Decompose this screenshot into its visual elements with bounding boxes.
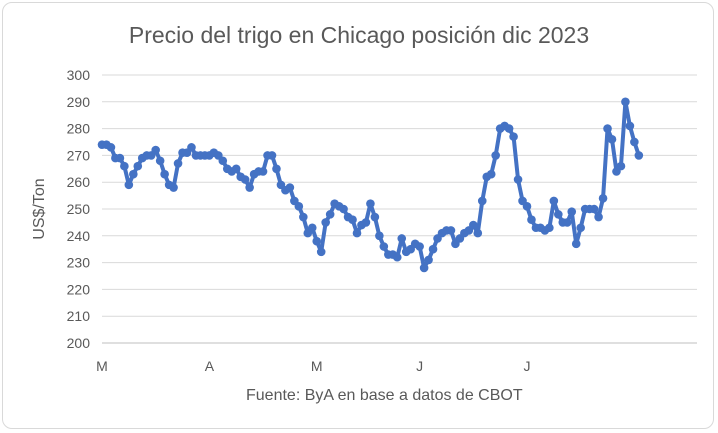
data-point-111 <box>594 212 603 222</box>
x-tick-label-4: J <box>524 358 531 374</box>
data-point-7 <box>129 169 138 179</box>
y-axis-ticks: 200 210 220 230 240 250 260 270 280 290 300 <box>67 67 91 351</box>
data-point-84 <box>473 228 483 238</box>
data-point-117 <box>621 97 630 107</box>
data-point-95 <box>522 202 532 211</box>
data-point-66 <box>392 252 402 262</box>
data-point-102 <box>554 210 563 219</box>
series-line-0 <box>100 99 641 270</box>
gridlines <box>102 74 697 317</box>
data-point-17 <box>173 159 183 168</box>
y-tick-label-200: 200 <box>67 335 91 351</box>
data-point-113 <box>603 124 612 133</box>
data-point-61 <box>370 212 380 222</box>
data-point-6 <box>124 180 134 190</box>
data-point-36 <box>258 167 268 176</box>
data-point-5 <box>120 161 129 171</box>
data-point-106 <box>571 239 581 249</box>
data-point-91 <box>504 124 514 133</box>
data-point-116 <box>616 161 626 171</box>
chart-title: Precio del trigo en Chicago posición dic… <box>128 22 590 48</box>
data-point-16 <box>169 183 178 192</box>
data-point-42 <box>285 183 295 192</box>
data-point-48 <box>312 236 322 246</box>
data-point-57 <box>352 228 362 238</box>
data-point-93 <box>513 175 523 184</box>
y-tick-label-290: 290 <box>67 94 91 110</box>
data-point-2 <box>106 143 116 152</box>
data-point-104 <box>562 218 572 227</box>
data-point-12 <box>151 145 160 155</box>
y-axis-label: US$/Ton <box>31 178 48 239</box>
y-tick-label-230: 230 <box>67 255 91 271</box>
x-tick-label-3: J <box>416 358 423 374</box>
data-point-60 <box>366 199 375 208</box>
data-point-38 <box>267 151 277 160</box>
x-tick-label-1: A <box>205 358 215 374</box>
data-point-110 <box>589 204 599 214</box>
data-point-39 <box>272 164 281 174</box>
data-point-71 <box>415 242 424 251</box>
data-point-85 <box>477 196 487 206</box>
data-point-50 <box>321 218 330 227</box>
data-point-47 <box>307 223 317 233</box>
data-point-59 <box>361 218 371 227</box>
data-point-83 <box>469 220 478 230</box>
data-point-44 <box>294 202 304 211</box>
data-point-8 <box>133 161 143 171</box>
data-point-54 <box>339 204 348 214</box>
data-point-105 <box>567 207 577 216</box>
data-point-51 <box>325 210 335 219</box>
data-point-32 <box>240 175 250 184</box>
source-note: Fuente: ByA en base a datos de CBOT <box>246 387 523 404</box>
data-point-62 <box>375 231 384 241</box>
data-point-27 <box>218 156 228 166</box>
data-point-112 <box>598 193 608 203</box>
data-point-14 <box>160 169 169 179</box>
data-point-73 <box>424 255 433 265</box>
data-point-4 <box>115 153 125 163</box>
x-tick-label-2: M <box>311 358 323 374</box>
data-point-96 <box>527 215 536 225</box>
data-point-119 <box>630 137 639 147</box>
y-tick-label-260: 260 <box>67 174 91 190</box>
data-point-101 <box>549 196 559 206</box>
y-tick-label-240: 240 <box>67 228 91 244</box>
y-tick-label-210: 210 <box>67 308 91 324</box>
data-point-67 <box>397 234 407 243</box>
y-tick-label-270: 270 <box>67 147 91 163</box>
data-point-56 <box>348 215 357 225</box>
data-point-92 <box>509 132 518 141</box>
data-point-120 <box>634 151 644 160</box>
y-tick-label-220: 220 <box>67 281 91 297</box>
y-tick-label-280: 280 <box>67 121 91 137</box>
y-tick-label-300: 300 <box>67 67 91 83</box>
data-point-107 <box>576 223 585 233</box>
data-point-13 <box>155 156 165 166</box>
data-point-118 <box>625 121 635 131</box>
data-point-33 <box>245 183 254 192</box>
data-point-74 <box>428 244 438 254</box>
data-point-87 <box>486 169 496 179</box>
data-point-45 <box>299 212 308 222</box>
x-tick-label-0: M <box>96 358 108 374</box>
data-point-49 <box>316 247 326 257</box>
y-tick-label-250: 250 <box>67 201 91 217</box>
series-layer <box>97 97 644 273</box>
data-point-88 <box>491 151 500 160</box>
data-point-78 <box>446 226 456 235</box>
data-point-20 <box>187 143 196 152</box>
data-point-100 <box>545 223 554 233</box>
data-point-63 <box>379 242 389 251</box>
data-point-30 <box>231 164 241 174</box>
data-point-72 <box>419 263 429 273</box>
data-point-114 <box>607 135 617 144</box>
